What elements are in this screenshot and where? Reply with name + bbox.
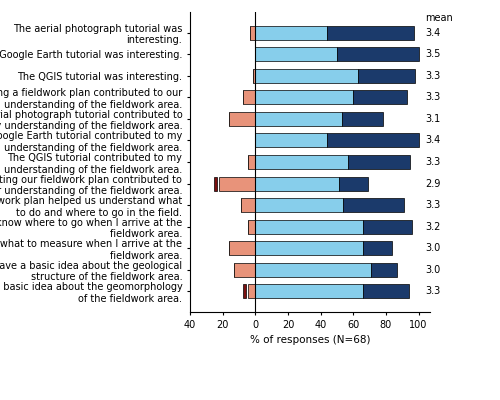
Bar — [234, 263, 256, 277]
Bar — [256, 176, 338, 190]
Bar — [256, 198, 344, 212]
Text: 2.9: 2.9 — [425, 178, 440, 188]
Text: mean: mean — [425, 12, 453, 22]
Text: 3.5: 3.5 — [425, 49, 440, 59]
Text: 3.3: 3.3 — [425, 200, 440, 210]
Bar — [256, 155, 348, 169]
Bar — [248, 284, 256, 298]
Bar — [229, 241, 256, 255]
Bar — [256, 220, 363, 234]
Bar — [240, 198, 256, 212]
Bar — [256, 47, 337, 61]
Bar — [256, 90, 354, 104]
Text: 3.3: 3.3 — [425, 71, 440, 81]
Text: 3.0: 3.0 — [425, 265, 440, 275]
Text: 3.4: 3.4 — [425, 28, 440, 38]
Bar — [256, 263, 371, 277]
Bar — [327, 26, 414, 40]
Bar — [363, 284, 409, 298]
Bar — [338, 176, 368, 190]
Text: 3.0: 3.0 — [425, 243, 440, 253]
Text: 3.3: 3.3 — [425, 157, 440, 167]
Bar — [256, 26, 327, 40]
Bar — [354, 90, 407, 104]
Bar — [243, 284, 246, 298]
Bar — [256, 112, 342, 126]
Text: 3.1: 3.1 — [425, 114, 440, 124]
Bar — [363, 220, 412, 234]
Bar — [344, 198, 404, 212]
Text: 3.3: 3.3 — [425, 286, 440, 296]
Bar — [214, 176, 217, 190]
Bar — [220, 176, 256, 190]
Text: 3.2: 3.2 — [425, 222, 440, 232]
Bar — [363, 241, 392, 255]
Bar — [256, 241, 363, 255]
Bar — [229, 112, 256, 126]
Bar — [243, 90, 256, 104]
Bar — [342, 112, 382, 126]
Bar — [248, 220, 256, 234]
Bar — [371, 263, 398, 277]
Text: 3.4: 3.4 — [425, 136, 440, 146]
Bar — [337, 47, 418, 61]
Bar — [327, 134, 418, 148]
Bar — [256, 134, 327, 148]
Text: 3.3: 3.3 — [425, 92, 440, 102]
Bar — [250, 26, 256, 40]
Bar — [358, 69, 416, 83]
Bar — [348, 155, 410, 169]
Bar — [256, 284, 363, 298]
Bar — [253, 69, 256, 83]
Bar — [256, 69, 358, 83]
Bar — [248, 155, 256, 169]
X-axis label: % of responses (N=68): % of responses (N=68) — [250, 335, 370, 345]
